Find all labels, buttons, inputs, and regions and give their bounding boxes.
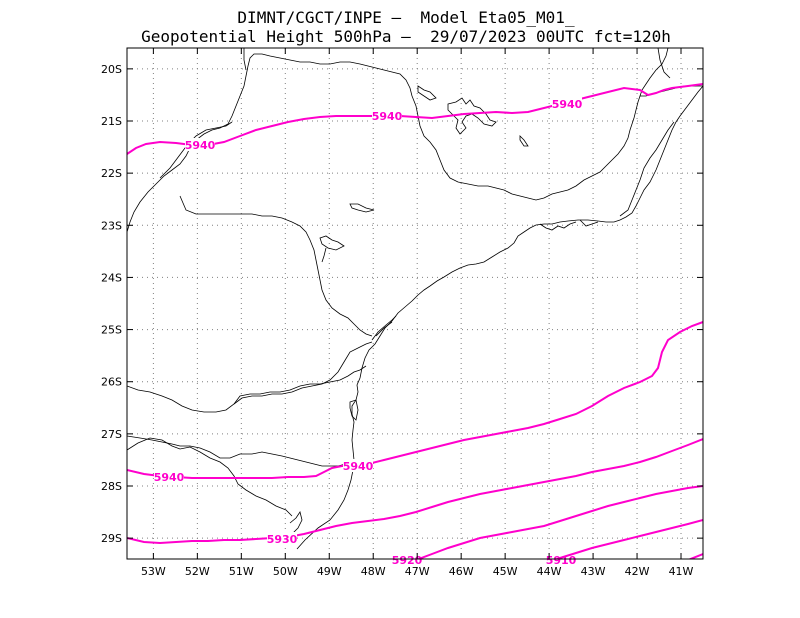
lon-tick-label: 48W bbox=[361, 565, 386, 578]
reservoir-3 bbox=[319, 235, 345, 251]
geopotential-contours bbox=[127, 83, 703, 559]
contour-label-5940-b: 5940 bbox=[372, 110, 403, 123]
contour-5930 bbox=[127, 438, 703, 545]
lon-tick-label: 41W bbox=[669, 565, 694, 578]
sp-mg-boundary bbox=[411, 95, 569, 201]
coastline-boundaries bbox=[127, 48, 703, 550]
pr-sp-boundary bbox=[232, 213, 373, 337]
contour-label-5940-d: 5940 bbox=[154, 471, 185, 484]
lat-tick-label: 21S bbox=[101, 115, 122, 128]
mg-es-boundary bbox=[633, 48, 669, 119]
lat-tick-label: 28S bbox=[101, 480, 122, 493]
contour-5920 bbox=[415, 485, 703, 559]
contour-label-5930: 5930 bbox=[267, 533, 298, 546]
contour-5910 bbox=[554, 519, 703, 559]
north-boundary bbox=[243, 48, 247, 71]
lon-tick-label: 49W bbox=[317, 565, 342, 578]
lat-tick-label: 26S bbox=[101, 376, 122, 389]
contour-label-5940-e: 5940 bbox=[343, 460, 374, 473]
reservoir-4 bbox=[519, 135, 529, 147]
contour-5900 bbox=[687, 553, 703, 559]
reservoir-2 bbox=[349, 203, 375, 213]
reservoir-1 bbox=[417, 85, 437, 101]
rs-south-boundary bbox=[127, 437, 293, 517]
lon-tick-label: 53W bbox=[141, 565, 166, 578]
contour-label-5910: 5910 bbox=[546, 554, 577, 567]
rj-mg-boundary bbox=[567, 117, 635, 191]
sc-pr-boundary bbox=[233, 341, 373, 405]
lat-tick-label: 25S bbox=[101, 324, 122, 337]
rs-sc-boundary bbox=[127, 435, 353, 467]
lon-tick-label: 52W bbox=[185, 565, 210, 578]
contour-5940-south bbox=[127, 321, 703, 479]
contour-label-5940-a: 5940 bbox=[185, 139, 216, 152]
reservoir-5 bbox=[321, 247, 327, 263]
lon-tick-label: 46W bbox=[449, 565, 474, 578]
lat-tick-label: 22S bbox=[101, 167, 122, 180]
lon-tick-label: 50W bbox=[273, 565, 298, 578]
chart-title-line-1: DIMNT/CGCT/INPE – Model Eta05_M01_ bbox=[237, 8, 575, 27]
santa-catarina-island bbox=[349, 399, 359, 421]
contour-label-5920: 5920 bbox=[392, 554, 423, 567]
coastline bbox=[296, 85, 703, 550]
plot-frame bbox=[126, 47, 704, 560]
lon-tick-label: 42W bbox=[625, 565, 650, 578]
contour-label-5940-c: 5940 bbox=[552, 98, 583, 111]
lat-tick-label: 20S bbox=[101, 63, 122, 76]
lon-tick-label: 43W bbox=[581, 565, 606, 578]
lon-tick-label: 45W bbox=[493, 565, 518, 578]
lat-tick-label: 23S bbox=[101, 219, 122, 232]
lat-tick-label: 24S bbox=[101, 271, 122, 284]
chart-title-line-2: Geopotential Height 500hPa – 29/07/2023 … bbox=[141, 27, 671, 46]
ba-boundary bbox=[657, 48, 671, 79]
lon-tick-label: 47W bbox=[405, 565, 430, 578]
rj-es-boundary bbox=[619, 121, 675, 217]
lat-tick-label: 29S bbox=[101, 532, 122, 545]
contour-labels: 5940 5940 5940 5940 5940 5930 5920 5910 bbox=[154, 97, 583, 567]
grid-lines bbox=[127, 48, 703, 559]
lagoa-dos-patos bbox=[289, 511, 303, 535]
sc-west-boundary bbox=[127, 365, 367, 413]
furnas-reservoir bbox=[447, 97, 497, 135]
contour-5940-north-a bbox=[127, 83, 703, 155]
lat-tick-label: 27S bbox=[101, 428, 122, 441]
lon-tick-label: 44W bbox=[537, 565, 562, 578]
paranagua-bay bbox=[371, 315, 397, 341]
lon-tick-label: 51W bbox=[229, 565, 254, 578]
axis-ticks: 53W 52W 51W 50W 49W 48W 47W 46W 45W 44W 43W 42W 41W 2… bbox=[101, 48, 703, 578]
guanabara-bay bbox=[539, 219, 599, 231]
pr-west-boundary bbox=[127, 123, 229, 233]
parana-river bbox=[227, 53, 413, 125]
ms-lower-boundary bbox=[159, 121, 233, 215]
